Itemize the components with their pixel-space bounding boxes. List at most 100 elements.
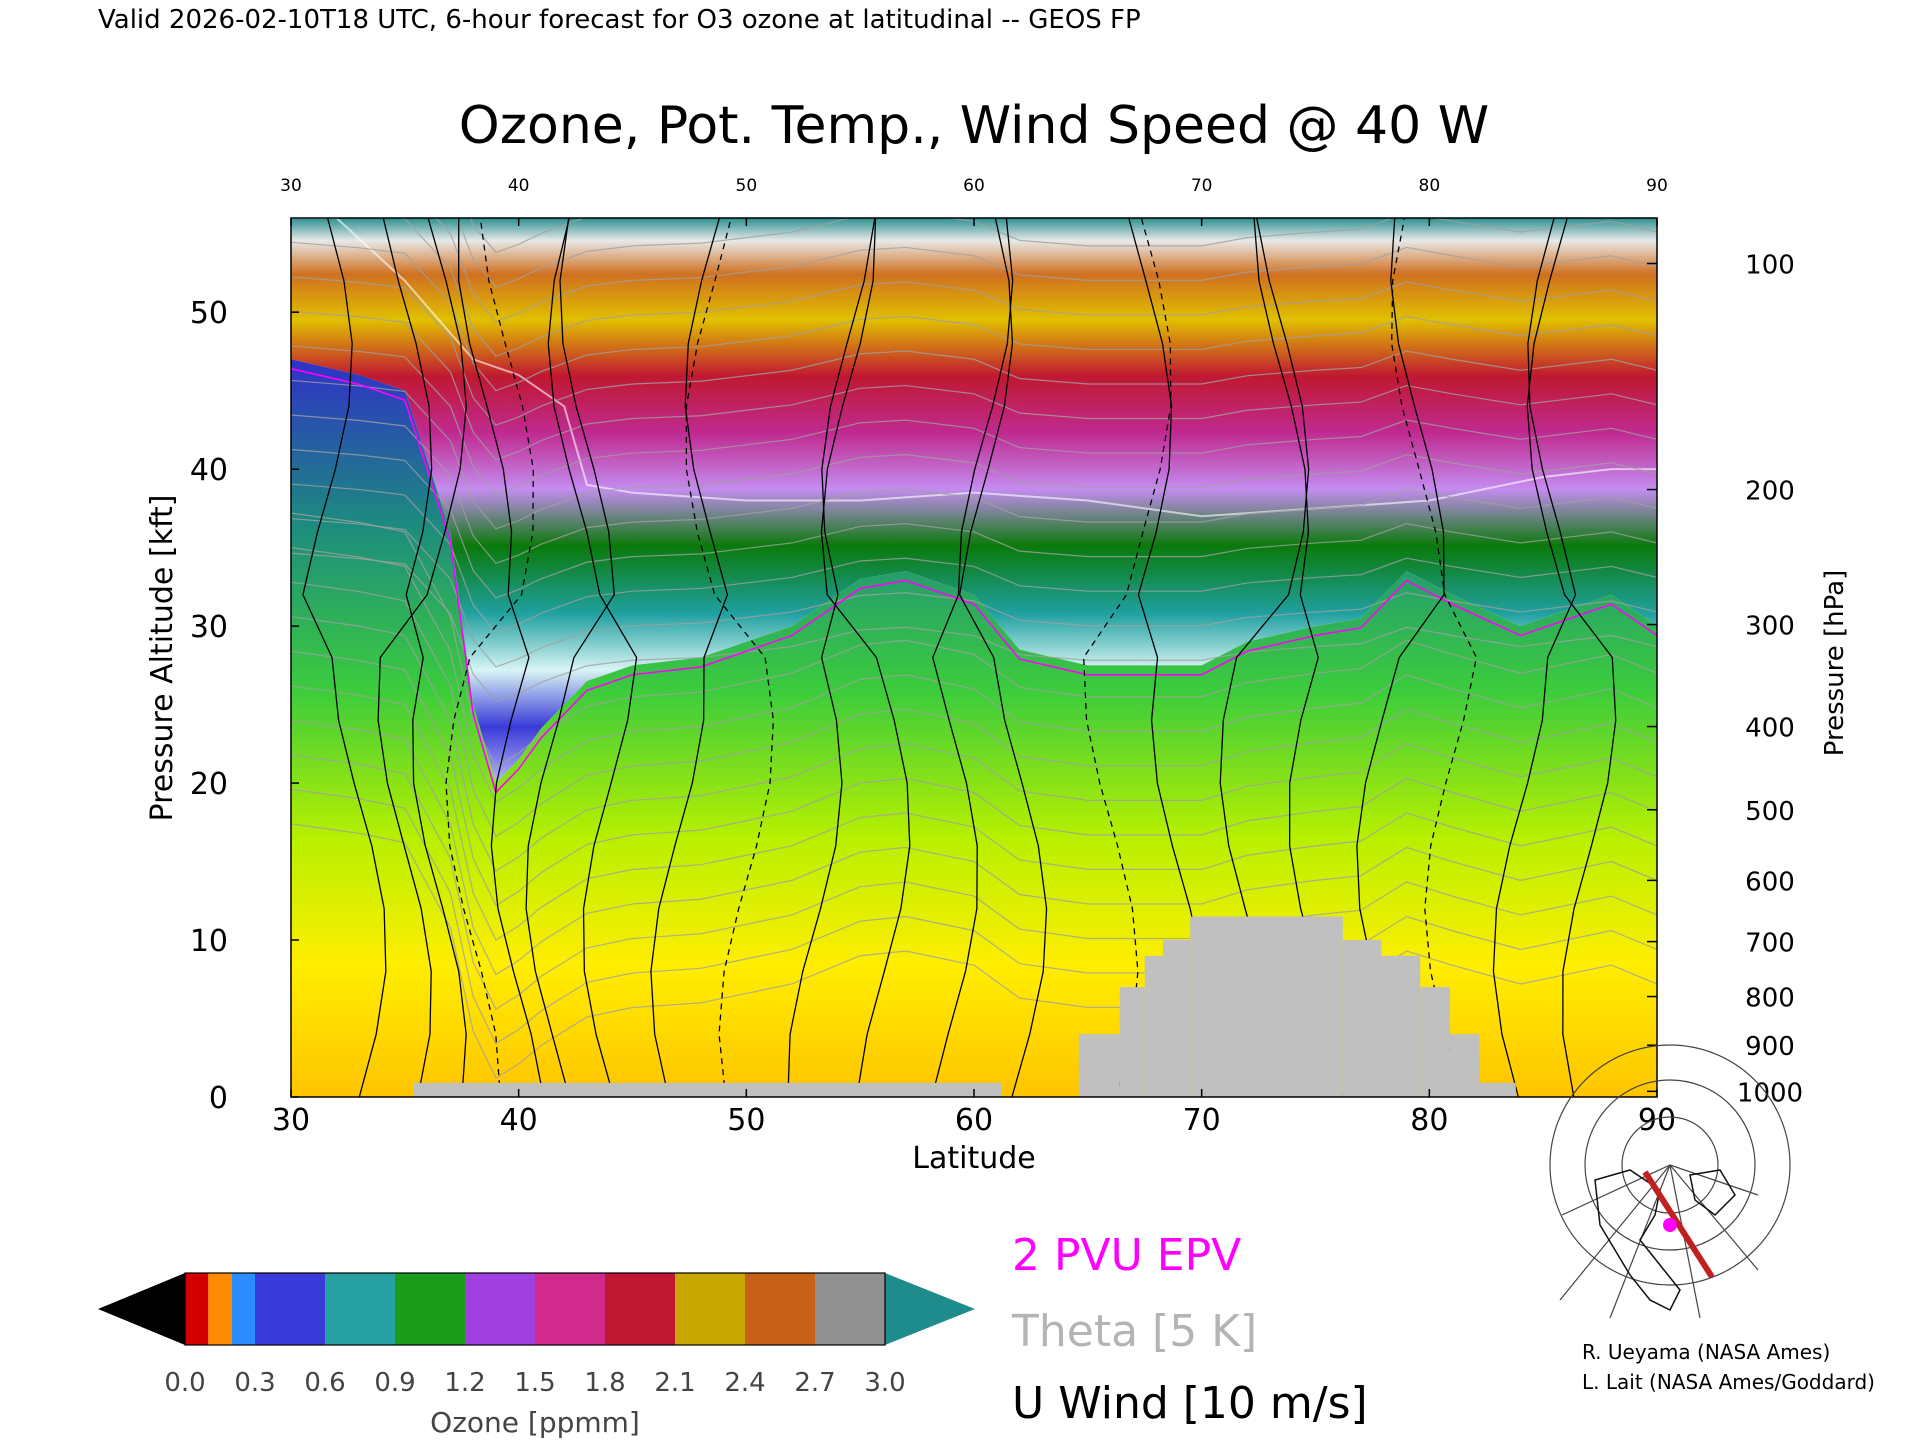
u-wind-contour: [547, 218, 638, 1097]
theta-contour: [291, 685, 1657, 941]
theta-contour: [291, 512, 1657, 769]
theta-contour: [291, 414, 1657, 565]
x-tick-label-top: 40: [508, 176, 530, 196]
pressure-tick-label: 700: [1745, 929, 1795, 959]
theta-contour: [291, 483, 1657, 634]
u-wind-contour: [377, 218, 467, 1097]
colorbar-band: [231, 1273, 255, 1345]
colorbar-band: [745, 1273, 815, 1345]
terrain-block: [1119, 987, 1145, 1097]
colorbar-band: [325, 1273, 395, 1345]
u-wind-contour: [685, 218, 775, 1097]
colorbar-label: Ozone [ppmm]: [430, 1406, 640, 1439]
theta-contour: [393, 218, 1657, 357]
colorbar-under-arrow: [98, 1273, 185, 1345]
locator-point-marker: [1663, 1218, 1677, 1232]
colorbar-tick-label: 2.7: [794, 1368, 835, 1398]
troposphere-ozone-field: [291, 359, 1657, 1097]
terrain-block: [1144, 955, 1163, 1097]
u-wind-contour: [525, 218, 615, 1097]
theta-contour: [291, 650, 1657, 907]
y-tick-label-left: 50: [190, 296, 228, 331]
pressure-tick-label: 100: [1745, 251, 1795, 281]
y-tick-label-left: 20: [190, 767, 228, 802]
pressure-tick-label: 300: [1745, 612, 1795, 642]
theta-contour: [291, 379, 1657, 530]
x-tick-label-top: 90: [1646, 176, 1668, 196]
u-wind-contour: [382, 218, 467, 1097]
u-wind-contour: [958, 218, 1048, 1097]
y-axis-left: 0 10 20 30 40 50: [190, 296, 299, 1116]
chart-title: Ozone, Pot. Temp., Wind Speed @ 40 W: [459, 96, 1489, 156]
y-tick-label-left: 30: [190, 610, 228, 645]
u-wind-contour: [1083, 218, 1172, 1097]
theta-contour: [291, 241, 1657, 392]
theta-contour: [291, 788, 1657, 1045]
pressure-tick-label: 600: [1745, 867, 1795, 897]
u-wind-contour: [931, 218, 1014, 1097]
u-wind-contour: [302, 218, 387, 1097]
colorbar-band: [535, 1273, 605, 1345]
colorbar-tick-label: 0.3: [234, 1368, 275, 1398]
pressure-tick-label: 900: [1745, 1032, 1795, 1062]
colorbar-band: [605, 1273, 675, 1345]
theta-contour: [291, 552, 1657, 703]
x-tick-label-top: 70: [1191, 176, 1213, 196]
theta-contour: [291, 616, 1657, 872]
terrain-block: [1342, 940, 1382, 1097]
u-wind-contour: [458, 218, 545, 1097]
x-axis-label: Latitude: [912, 1141, 1035, 1176]
terrain-block: [1479, 1082, 1516, 1097]
u-wind-contour: [650, 218, 729, 1097]
legend-epv: 2 PVU EPV: [1012, 1230, 1241, 1281]
colorbar-band: [208, 1273, 232, 1345]
theta-contour: [291, 345, 1657, 495]
y-tick-label-left: 10: [190, 924, 228, 959]
y-tick-label-left: 40: [190, 453, 228, 488]
u-wind-contour: [445, 218, 534, 1097]
credit-line-1: R. Ueyama (NASA Ames): [1582, 1340, 1830, 1364]
colorbar-band: [255, 1273, 325, 1345]
x-tick-label-bottom: 40: [500, 1103, 538, 1138]
colorbar-tick-label: 3.0: [864, 1368, 905, 1398]
x-axis-top: 30 40 50 60 70 80 90: [280, 176, 1668, 226]
terrain-block: [1420, 987, 1450, 1097]
colorbar-tick-label: 0.9: [374, 1368, 415, 1398]
theta-contour: [291, 310, 1657, 461]
pressure-tick-label: 500: [1745, 797, 1795, 827]
colorbar-tick-label: 2.1: [654, 1368, 695, 1398]
colorbar-tick-label: 1.8: [584, 1368, 625, 1398]
colorbar-band: [675, 1273, 745, 1345]
x-axis-bottom: 30 40 50 60 70 80 90: [272, 1089, 1676, 1138]
theta-contour: [291, 276, 1657, 426]
u-wind-contour: [787, 218, 876, 1097]
x-tick-label-bottom: 50: [727, 1103, 765, 1138]
x-tick-label-bottom: 60: [955, 1103, 993, 1138]
theta-contour: [291, 517, 1657, 668]
theta-contour: [291, 581, 1657, 838]
x-tick-label-bottom: 80: [1410, 1103, 1448, 1138]
x-tick-label-top: 50: [736, 176, 758, 196]
colorbar-band: [185, 1273, 209, 1345]
pressure-tick-label: 1000: [1737, 1078, 1803, 1108]
terrain-block: [413, 1082, 1002, 1097]
y-tick-label-left: 0: [209, 1081, 228, 1116]
x-tick-label-top: 30: [280, 176, 302, 196]
stratosphere-ozone-field: [291, 218, 1657, 784]
u-wind-contour: [1526, 218, 1617, 1097]
x-tick-label-top: 60: [963, 176, 985, 196]
y2-axis-label: Pressure [hPa]: [1820, 570, 1850, 757]
x-tick-label-top: 80: [1419, 176, 1441, 196]
x-tick-label-bottom: 90: [1638, 1103, 1676, 1138]
colorbar-tick-label: 0.6: [304, 1368, 345, 1398]
theta-contour: [291, 719, 1657, 976]
colorbar-over-arrow: [885, 1273, 975, 1345]
colorbar-tick-label: 0.0: [164, 1368, 205, 1398]
terrain-block: [1162, 940, 1191, 1097]
theta-contour: [469, 218, 586, 254]
terrain-block: [1381, 955, 1421, 1097]
terrain-block: [1449, 1034, 1480, 1097]
y-axis-right: 1000 900 800 700 600 500 400 300 200 100: [1647, 251, 1803, 1108]
valid-time-header: Valid 2026-02-10T18 UTC, 6-hour forecast…: [98, 5, 1141, 35]
